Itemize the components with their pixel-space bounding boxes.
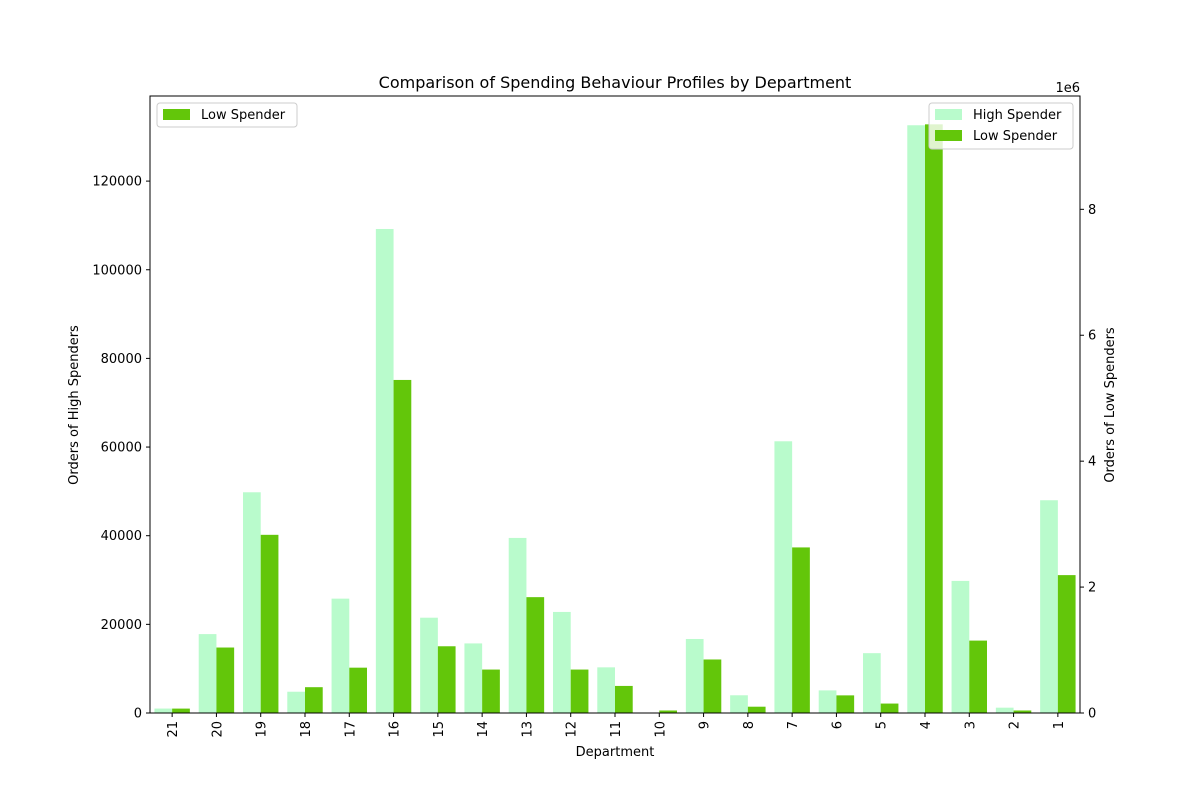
x-tick-label: 13 (520, 721, 535, 738)
bar-low-spender-14 (482, 669, 500, 713)
left-y-tick-label: 20000 (101, 618, 142, 633)
legend-left-label-low: Low Spender (201, 108, 286, 123)
bar-low-spender-5 (880, 703, 899, 713)
legend-right-label-low: Low Spender (973, 129, 1058, 144)
bar-high-spender-13 (508, 537, 527, 713)
left-y-tick-label: 120000 (92, 175, 142, 190)
bar-low-spender-17 (349, 667, 367, 713)
x-tick-label: 9 (698, 721, 713, 729)
bar-high-spender-18 (287, 691, 305, 713)
bar-low-spender-10 (659, 710, 677, 713)
legend-left-frame (156, 102, 298, 128)
bar-high-spender-16 (375, 228, 394, 714)
x-tick-label: 12 (565, 721, 580, 738)
x-tick-label: 1 (1052, 721, 1067, 729)
right-y-tick-label: 4 (1088, 455, 1096, 470)
x-tick-label: 17 (343, 721, 358, 738)
x-tick-label: 16 (388, 721, 403, 738)
left-y-tick-label: 80000 (101, 352, 142, 367)
x-tick-label: 18 (299, 721, 314, 738)
bar-low-spender-8 (747, 706, 766, 713)
right-y-tick-label: 6 (1088, 329, 1096, 344)
bar-high-spender-4 (907, 125, 925, 713)
bar-high-spender-21 (154, 708, 173, 713)
right-y-axis: 0 2 4 6 8 (1080, 203, 1096, 722)
right-y-tick-label: 2 (1088, 581, 1096, 596)
bar-low-spender-15 (437, 646, 456, 713)
left-y-tick-label: 100000 (92, 263, 142, 278)
x-tick-label: 10 (653, 721, 668, 738)
x-axis-label: Department (576, 745, 655, 760)
x-tick-label: 20 (210, 721, 225, 738)
x-tick-label: 15 (432, 721, 447, 738)
bar-low-spender-20 (216, 647, 235, 713)
x-axis: 21 20 19 18 17 16 15 14 13 12 11 10 9 8 7 6 5 4 3 2 1 (166, 713, 1067, 738)
bar-high-spender-11 (597, 667, 615, 713)
x-tick-label: 19 (255, 721, 270, 738)
bar-high-spender-14 (464, 643, 483, 713)
x-tick-label: 21 (166, 721, 181, 738)
x-tick-label: 6 (830, 721, 845, 729)
bar-low-spender-19 (260, 534, 279, 713)
low-spender-bars (172, 124, 1076, 713)
left-y-tick-label: 40000 (101, 529, 142, 544)
bar-high-spender-1 (1040, 500, 1058, 713)
bar-low-spender-11 (615, 685, 633, 713)
bar-high-spender-19 (243, 492, 261, 713)
bar-high-spender-12 (553, 611, 571, 713)
bar-high-spender-7 (774, 441, 793, 713)
x-tick-label: 11 (609, 721, 624, 738)
left-y-tick-label: 60000 (101, 441, 142, 456)
bar-high-spender-20 (198, 634, 217, 713)
bar-low-spender-13 (526, 597, 545, 713)
bar-high-spender-6 (818, 690, 837, 713)
left-y-tick-label: 0 (134, 707, 142, 722)
bar-high-spender-9 (685, 638, 704, 713)
legend-left-swatch-low (163, 109, 190, 120)
bar-low-spender-9 (703, 659, 722, 713)
legend-left: Low Spender (156, 102, 298, 128)
left-y-axis-label: Orders of High Spenders (67, 325, 82, 485)
bar-low-spender-16 (393, 379, 412, 713)
x-tick-label: 14 (476, 721, 491, 738)
right-y-tick-label: 8 (1088, 203, 1096, 218)
bar-high-spender-2 (995, 707, 1014, 713)
bar-low-spender-3 (969, 640, 987, 713)
bar-high-spender-3 (951, 580, 970, 713)
bar-high-spender-8 (730, 695, 748, 713)
bar-low-spender-6 (836, 695, 855, 713)
x-tick-label: 7 (786, 721, 801, 729)
x-tick-label: 8 (742, 721, 757, 729)
bar-low-spender-2 (1013, 710, 1032, 713)
bar-low-spender-12 (570, 669, 589, 713)
legend-right-swatch-high (935, 109, 962, 120)
x-tick-label: 2 (1008, 721, 1023, 729)
x-tick-label: 3 (963, 721, 978, 729)
bar-high-spender-5 (863, 653, 881, 713)
legend-right-label-high: High Spender (973, 108, 1062, 123)
bar-low-spender-7 (792, 547, 810, 713)
legend-right-swatch-low (935, 130, 962, 141)
bar-low-spender-18 (305, 687, 323, 713)
right-y-axis-label: Orders of Low Spenders (1103, 327, 1118, 483)
bar-low-spender-4 (925, 124, 943, 713)
legend-right-frame (928, 102, 1074, 150)
right-axis-multiplier: 1e6 (1055, 81, 1080, 96)
legend-right: High Spender Low Spender (928, 102, 1074, 150)
chart-title: Comparison of Spending Behaviour Profile… (379, 73, 852, 92)
x-tick-label: 5 (875, 721, 890, 729)
bar-high-spender-17 (331, 598, 350, 713)
bar-low-spender-1 (1057, 575, 1076, 713)
x-tick-label: 4 (919, 721, 934, 729)
bar-high-spender-15 (420, 617, 438, 713)
left-y-axis: 0 20000 40000 60000 80000 100000 120000 (92, 175, 150, 722)
high-spender-bars (154, 125, 1058, 714)
right-y-tick-label: 0 (1088, 707, 1096, 722)
bar-low-spender-21 (172, 708, 190, 713)
